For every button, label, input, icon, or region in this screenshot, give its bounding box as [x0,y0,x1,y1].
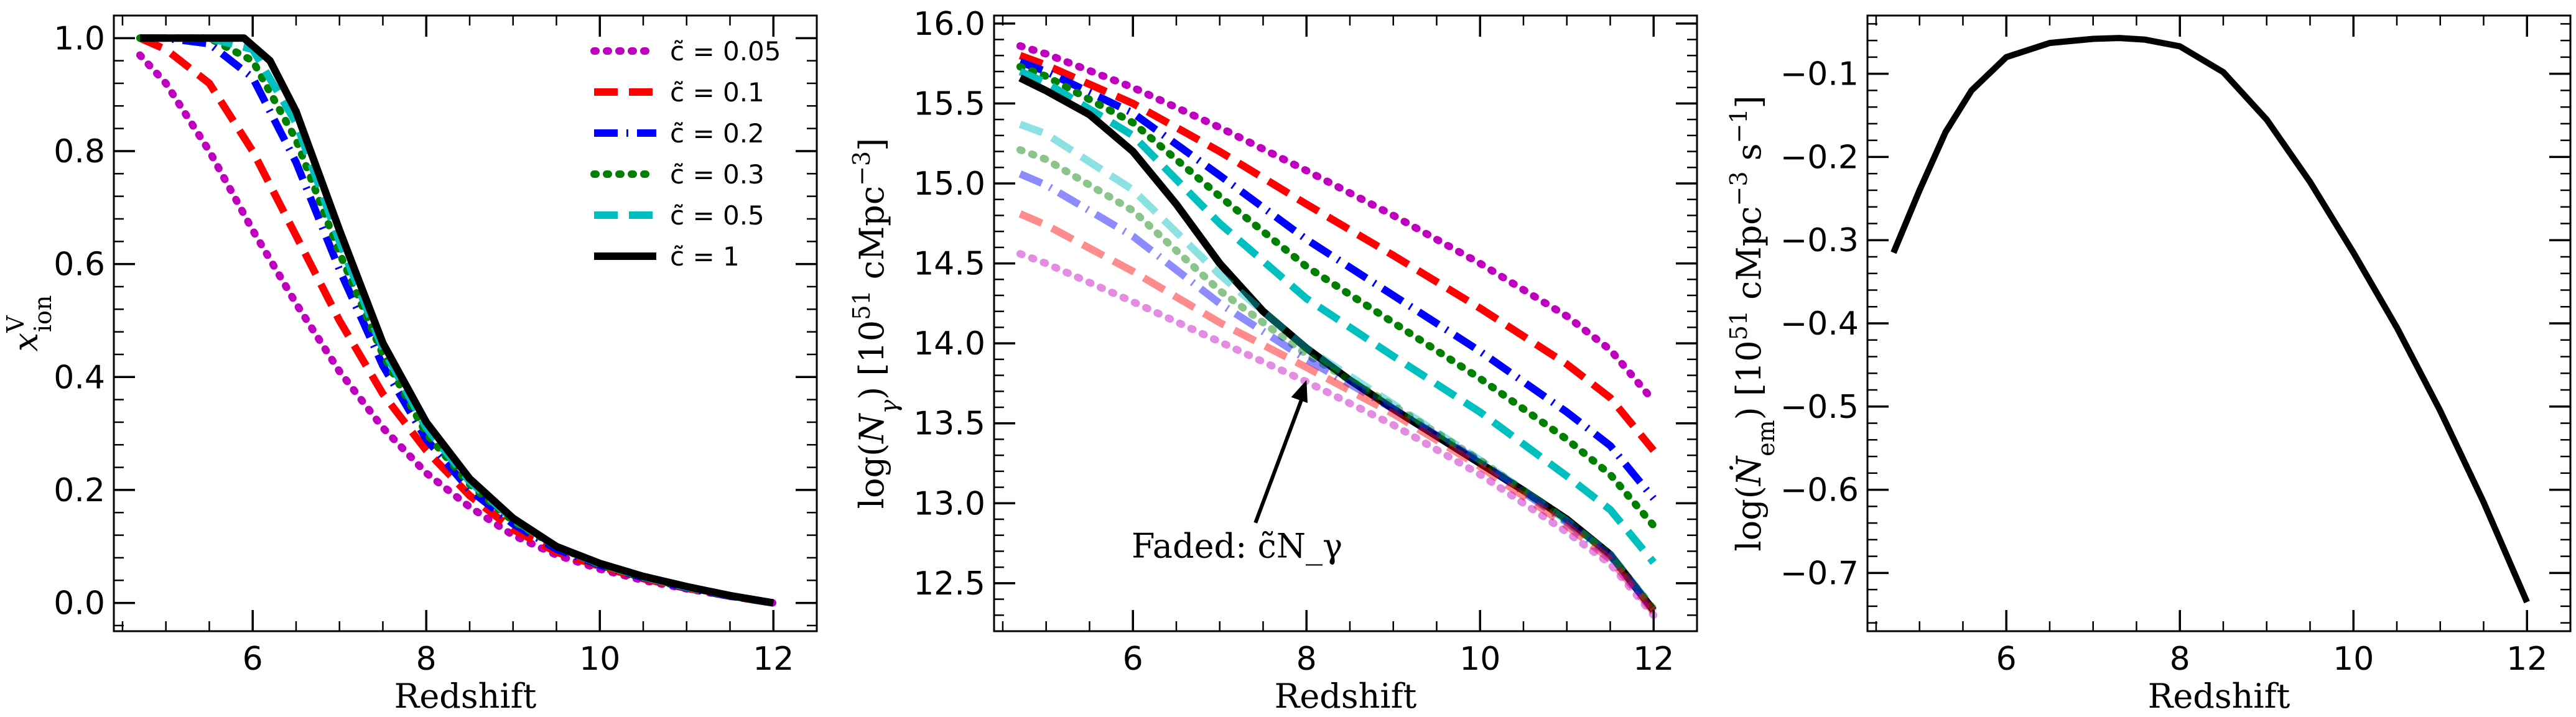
x-axis-label: Redshift [2148,677,2290,716]
x-tick-label: 8 [416,641,437,678]
y-tick-label: 15.5 [913,85,985,123]
y-tick-label: 13.5 [913,405,985,443]
x-tick-label: 8 [1296,641,1317,678]
series-line-9 [1018,210,1657,614]
x-axis-label: Redshift [1275,677,1417,716]
legend: c̃ = 0.05 c̃ = 0.1 c̃ = 0.2 c̃ = 0.3 c̃ = 0.… [590,36,781,272]
panel-left-ionized-fraction: 6 8 10 12 0.0 0.2 0.4 0.6 0.8 1.0 Redshift xVion c̃ … [2,14,818,716]
series-group [1016,42,1658,619]
series-line-7 [1016,146,1658,613]
series-line-3 [1016,63,1658,530]
annotation-arrow-shaft [1253,396,1305,524]
series-line-6 [1018,121,1657,611]
x-tick-label: 10 [2333,641,2374,678]
x-axis-label: Redshift [394,677,537,716]
y-tick-label: 0.8 [53,133,105,170]
x-tick-label: 8 [2170,641,2190,678]
y-tick-label: 0.0 [53,585,105,622]
y-tick-label: −0.6 [1780,472,1859,509]
series-line-10 [1016,250,1658,619]
y-tick-label: −0.3 [1780,222,1859,259]
y-axis-label: xVion [2,295,57,352]
y-tick-label: 13.0 [913,485,985,522]
annotation-arrow-head [1291,380,1308,404]
plot-frame [993,14,1698,632]
x-tick-label: 12 [2506,641,2547,678]
series-group [136,34,778,607]
series-line-2 [139,34,774,607]
y-tick-label: −0.4 [1780,305,1859,343]
legend-label-2: c̃ = 0.2 [670,118,765,149]
panel-right-emission-rate: 6 8 10 12 −0.7 −0.6 −0.5 −0.4 −0.3 −0.2 −0.1 Redshi… [1725,14,2572,716]
x-tick-label: 6 [243,641,263,678]
series-line-5 [1018,74,1657,613]
y-tick-label: 0.4 [53,359,105,396]
series-line-0 [1890,35,2530,604]
plot-frame [1866,14,2572,632]
series-line-8 [1018,170,1657,613]
annotation-text: Faded: c̃N_γ [1132,527,1342,566]
legend-label-4: c̃ = 0.5 [670,200,765,231]
legend-label-1: c̃ = 0.1 [670,77,765,108]
y-tick-label: −0.7 [1780,555,1859,592]
panel-middle-photon-density: 6 8 10 12 12.5 13.0 13.5 14.0 14.5 15.0 15.5 16.0 Re… [848,6,1698,716]
series-line-5 [139,34,774,607]
y-tick-label: 1.0 [53,20,105,57]
series-line-2 [1018,58,1657,501]
y-tick-label: −0.5 [1780,389,1859,426]
x-tick-label: 12 [1633,641,1674,678]
legend-label-3: c̃ = 0.3 [670,159,765,190]
y-axis-label: log(Nγ) [1051 cMpc−3] [848,138,903,509]
y-tick-label: −0.1 [1780,56,1859,93]
legend-label-5: c̃ = 1 [670,241,740,272]
series-group [1890,35,2530,604]
series-line-1 [1018,52,1657,453]
y-tick-label: 0.2 [53,472,105,509]
x-tick-label: 12 [753,641,794,678]
x-tick-label: 6 [1123,641,1143,678]
y-tick-label: 16.0 [913,6,985,43]
y-axis-label: log(Ṅem) [1051 cMpc−3 s−1] [1725,95,1780,551]
series-line-1 [138,34,774,607]
y-tick-label: 14.5 [913,246,985,283]
series-line-0 [1016,42,1658,405]
series-line-4 [1018,68,1657,565]
x-tick-label: 10 [1459,641,1500,678]
y-tick-label: 14.0 [913,325,985,363]
x-tick-label: 6 [1996,641,2017,678]
plot-frame [113,14,818,632]
y-tick-label: 12.5 [913,565,985,603]
legend-label-0: c̃ = 0.05 [670,36,781,67]
y-tick-label: 0.6 [53,246,105,284]
y-tick-label: −0.2 [1780,139,1859,176]
x-tick-label: 10 [579,641,620,678]
y-tick-label: 15.0 [913,165,985,203]
